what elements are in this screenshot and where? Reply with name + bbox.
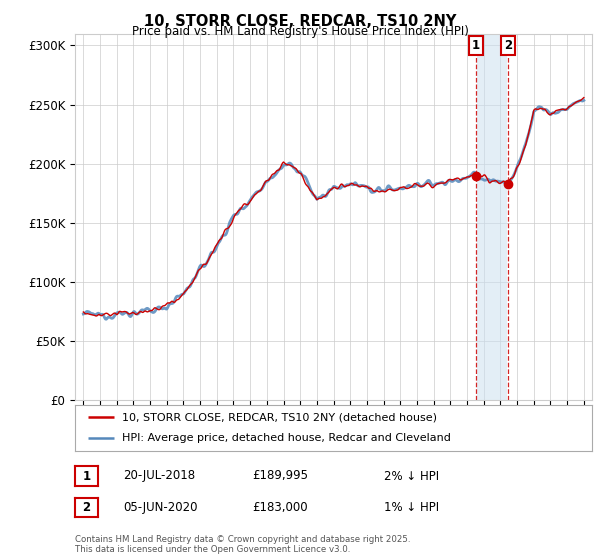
Text: Price paid vs. HM Land Registry's House Price Index (HPI): Price paid vs. HM Land Registry's House … xyxy=(131,25,469,38)
Text: Contains HM Land Registry data © Crown copyright and database right 2025.
This d: Contains HM Land Registry data © Crown c… xyxy=(75,535,410,554)
Text: 1: 1 xyxy=(472,39,481,52)
Text: 20-JUL-2018: 20-JUL-2018 xyxy=(123,469,195,483)
Text: 1% ↓ HPI: 1% ↓ HPI xyxy=(384,501,439,515)
Text: 10, STORR CLOSE, REDCAR, TS10 2NY: 10, STORR CLOSE, REDCAR, TS10 2NY xyxy=(144,14,456,29)
Text: 2% ↓ HPI: 2% ↓ HPI xyxy=(384,469,439,483)
Text: 10, STORR CLOSE, REDCAR, TS10 2NY (detached house): 10, STORR CLOSE, REDCAR, TS10 2NY (detac… xyxy=(122,412,437,422)
Text: 2: 2 xyxy=(82,501,91,515)
Text: 1: 1 xyxy=(82,469,91,483)
Text: £189,995: £189,995 xyxy=(252,469,308,483)
Text: 05-JUN-2020: 05-JUN-2020 xyxy=(123,501,197,515)
Text: HPI: Average price, detached house, Redcar and Cleveland: HPI: Average price, detached house, Redc… xyxy=(122,433,451,444)
Text: £183,000: £183,000 xyxy=(252,501,308,515)
Text: 2: 2 xyxy=(504,39,512,52)
